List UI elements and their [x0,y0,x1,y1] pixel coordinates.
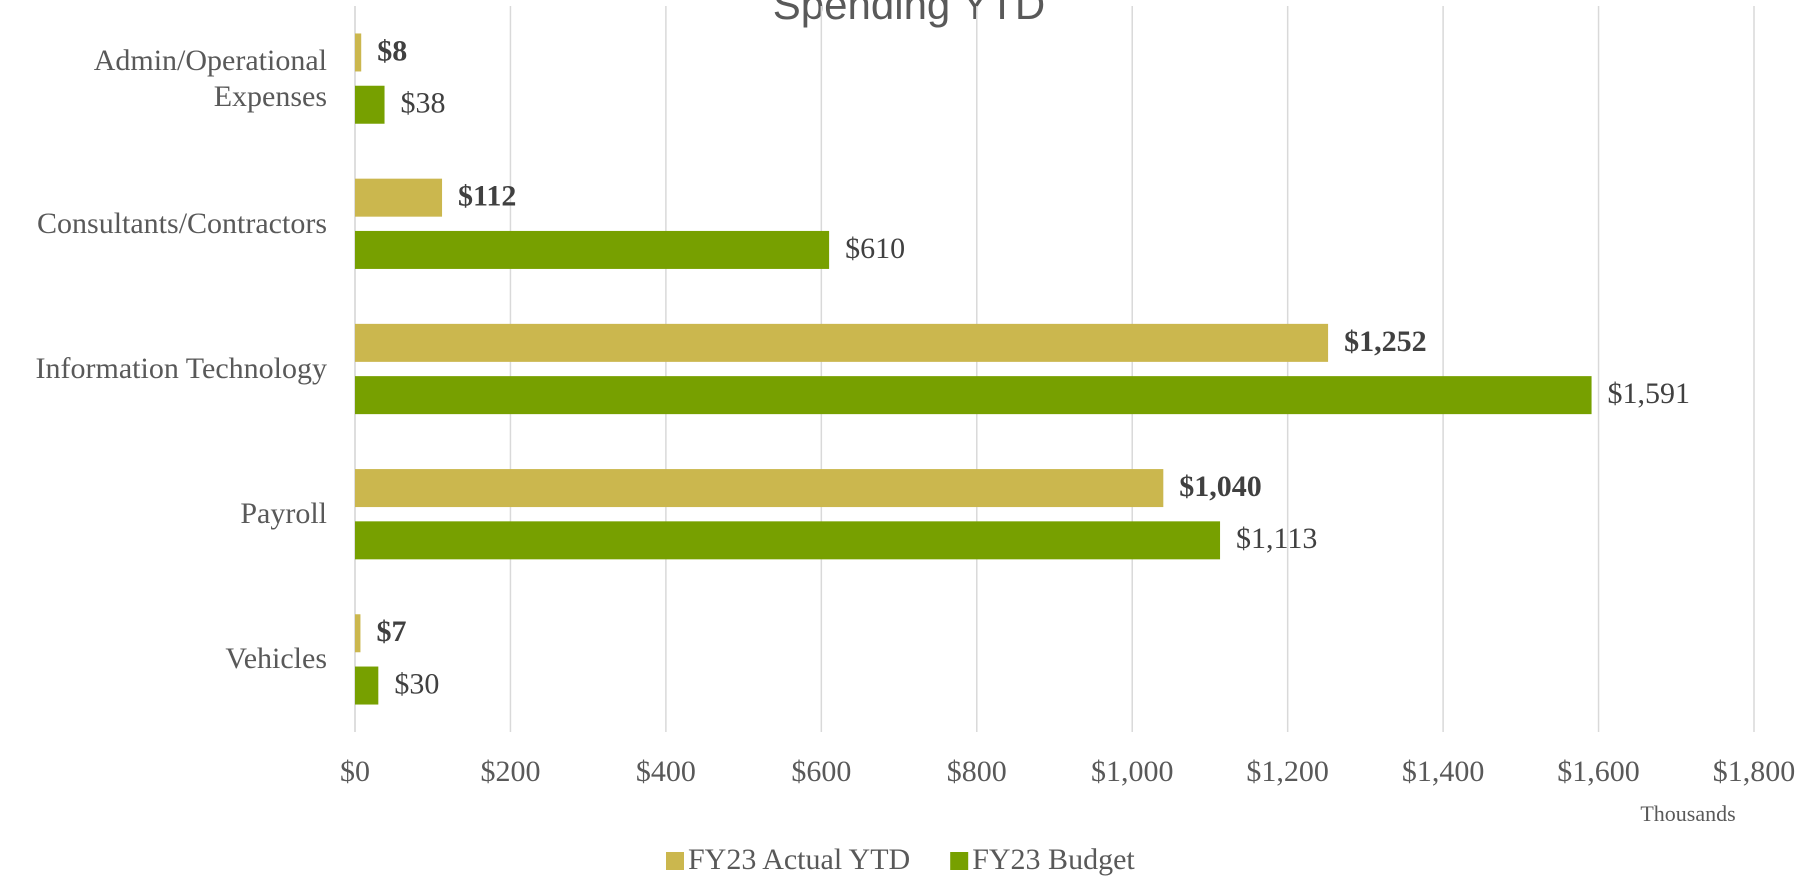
bar [355,521,1221,560]
legend-label: FY23 Budget [972,843,1135,876]
data-label: $1,113 [1236,522,1317,555]
x-tick-label: $1,800 [1713,755,1796,788]
y-tick-label: Admin/Operational Expenses [93,43,327,113]
axis-label: Thousands [1640,801,1735,826]
bar [355,376,1592,415]
x-tick-label: $800 [947,755,1007,788]
bar [355,230,830,269]
x-tick-label: $1,600 [1557,755,1640,788]
bar [355,666,379,705]
data-label: $1,040 [1179,470,1262,503]
bar [355,614,361,653]
data-label: $112 [458,180,516,213]
y-tick-label: Payroll [240,497,327,531]
legend-label: FY23 Actual YTD [688,843,910,876]
y-tick-label: Vehicles [225,642,327,676]
x-tick-label: $600 [791,755,851,788]
data-label: $8 [377,34,407,67]
data-label: $30 [394,667,439,700]
data-label: $38 [401,87,446,120]
bar [355,323,1329,362]
data-label: $1,591 [1608,377,1691,410]
x-tick-label: $0 [340,755,370,788]
y-tick-label: Consultants/Contractors [37,206,327,240]
y-tick-label: Information Technology [35,352,327,385]
x-tick-label: $1,000 [1091,755,1174,788]
bar [355,85,385,124]
data-label: $610 [845,232,905,265]
x-tick-label: $1,400 [1402,755,1485,788]
bar [355,469,1164,508]
bar [355,33,362,72]
x-tick-label: $400 [636,755,696,788]
bar [355,178,443,217]
x-tick-label: $1,200 [1246,755,1329,788]
chart-title: Spending YTD [773,0,1045,28]
x-tick-label: $200 [480,755,540,788]
data-label: $1,252 [1344,325,1427,358]
legend-swatch [666,852,684,870]
legend-swatch [950,852,969,870]
data-label: $7 [376,615,406,648]
